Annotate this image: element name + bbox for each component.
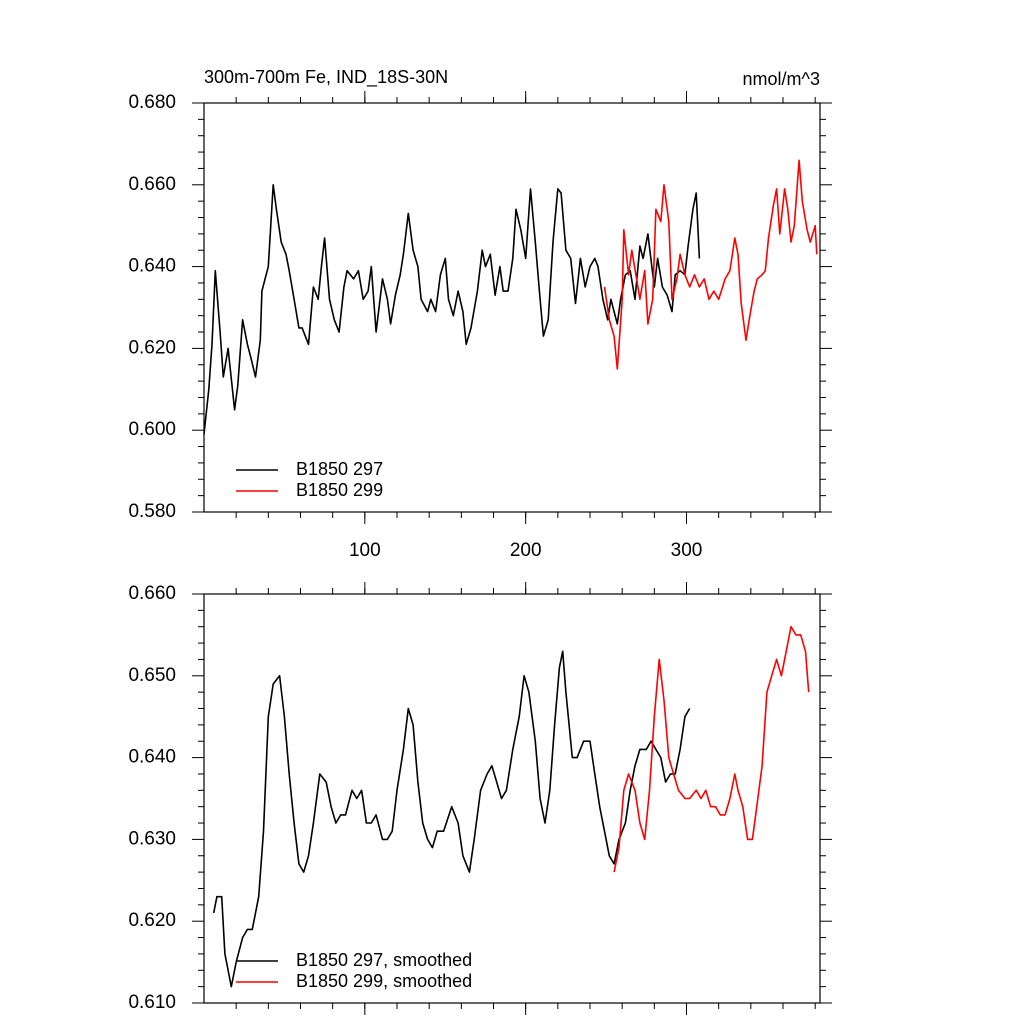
y-tick-label: 0.610 — [128, 992, 176, 1013]
units-label: nmol/m^3 — [743, 69, 820, 89]
series-line — [212, 650, 691, 988]
y-tick-label: 0.640 — [128, 256, 176, 277]
y-tick-label: 0.660 — [128, 174, 176, 195]
legend-label: B1850 299 — [296, 480, 383, 500]
y-tick-label: 0.680 — [128, 92, 176, 113]
y-tick-label: 0.620 — [128, 337, 176, 358]
legend-label: B1850 299, smoothed — [296, 971, 472, 991]
x-tick-label: 100 — [349, 540, 381, 561]
plot-frame — [203, 102, 821, 513]
series-line — [203, 184, 701, 435]
y-tick-label: 0.620 — [128, 910, 176, 931]
x-tick-label: 200 — [510, 540, 542, 561]
series-line — [603, 159, 818, 370]
chart-title: 300m-700m Fe, IND_18S-30N — [204, 67, 448, 88]
y-tick-label: 0.630 — [128, 828, 176, 849]
legend-label: B1850 297 — [296, 459, 383, 479]
plot-frame — [203, 593, 821, 1004]
x-tick-label: 300 — [671, 540, 703, 561]
y-tick-label: 0.580 — [128, 501, 176, 522]
y-tick-label: 0.650 — [128, 665, 176, 686]
series-line — [613, 625, 810, 873]
y-tick-label: 0.660 — [128, 583, 176, 604]
legend-label: B1850 297, smoothed — [296, 950, 472, 970]
y-tick-label: 0.600 — [128, 419, 176, 440]
y-tick-label: 0.640 — [128, 747, 176, 768]
